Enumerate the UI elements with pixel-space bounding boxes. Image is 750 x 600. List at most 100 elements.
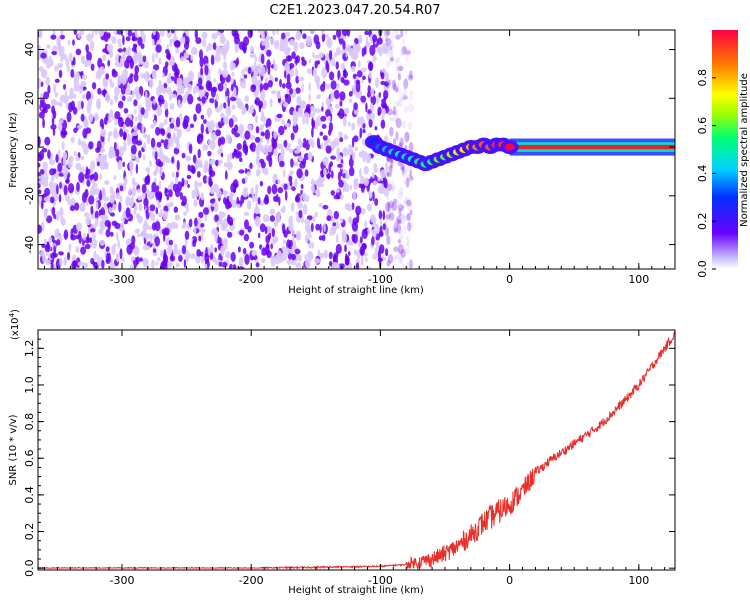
noise-speckle xyxy=(223,115,229,125)
noise-speckle xyxy=(136,122,143,130)
noise-speckle xyxy=(409,209,413,216)
noise-speckle xyxy=(368,118,373,128)
noise-speckle xyxy=(175,249,182,256)
noise-speckle xyxy=(296,95,302,106)
noise-speckle xyxy=(85,127,92,134)
noise-speckle xyxy=(258,104,262,113)
noise-speckle xyxy=(348,217,352,224)
noise-speckle xyxy=(146,245,151,250)
noise-speckle xyxy=(111,245,116,255)
noise-speckle xyxy=(120,57,123,66)
noise-speckle xyxy=(38,175,44,180)
noise-speckle xyxy=(163,249,167,261)
noise-speckle xyxy=(281,251,287,262)
noise-speckle xyxy=(187,93,194,105)
noise-speckle xyxy=(260,131,265,137)
noise-speckle xyxy=(202,38,207,48)
noise-speckle xyxy=(302,33,307,40)
noise-speckle xyxy=(323,138,329,149)
noise-speckle xyxy=(75,71,80,81)
noise-speckle xyxy=(138,150,142,159)
noise-speckle xyxy=(74,202,80,211)
noise-speckle xyxy=(71,60,74,66)
noise-speckle xyxy=(375,77,379,89)
noise-speckle xyxy=(267,80,273,88)
noise-speckle xyxy=(106,252,110,264)
noise-speckle xyxy=(166,193,170,201)
noise-speckle xyxy=(250,143,254,151)
noise-speckle xyxy=(237,151,242,159)
noise-speckle xyxy=(40,249,45,257)
noise-speckle xyxy=(353,102,358,111)
noise-speckle xyxy=(321,67,328,79)
noise-speckle xyxy=(378,231,384,237)
noise-speckle xyxy=(260,31,265,40)
noise-speckle xyxy=(228,118,234,128)
noise-speckle xyxy=(186,205,189,214)
noise-speckle xyxy=(208,138,211,146)
noise-speckle xyxy=(69,197,76,208)
noise-speckle xyxy=(136,233,142,238)
noise-speckle xyxy=(184,250,191,261)
noise-speckle xyxy=(230,77,234,84)
spectrogram-trace xyxy=(364,135,675,172)
noise-speckle xyxy=(407,201,413,211)
noise-speckle xyxy=(407,173,412,183)
noise-speckle xyxy=(393,222,399,232)
noise-speckle xyxy=(51,117,55,125)
noise-speckle xyxy=(244,95,249,102)
noise-speckle xyxy=(295,87,301,94)
noise-speckle xyxy=(142,154,146,161)
noise-speckle xyxy=(159,167,163,177)
noise-speckle xyxy=(72,39,75,46)
noise-speckle xyxy=(193,199,198,207)
noise-speckle xyxy=(110,212,115,217)
noise-speckle xyxy=(397,73,401,81)
noise-speckle xyxy=(367,85,371,94)
noise-speckle xyxy=(44,187,51,197)
noise-speckle xyxy=(372,253,378,260)
noise-speckle xyxy=(369,44,376,56)
noise-speckle xyxy=(364,30,370,36)
noise-speckle xyxy=(269,215,275,222)
noise-speckle xyxy=(86,33,93,42)
noise-speckle xyxy=(361,47,365,57)
noise-speckle xyxy=(333,194,340,200)
noise-speckle xyxy=(320,142,324,150)
noise-speckle xyxy=(371,87,374,98)
noise-speckle xyxy=(308,234,312,239)
noise-speckle xyxy=(389,45,393,51)
noise-speckle xyxy=(175,171,179,178)
noise-speckle xyxy=(236,57,239,66)
noise-speckle xyxy=(131,90,135,98)
noise-speckle xyxy=(304,112,310,119)
noise-speckle xyxy=(154,165,159,174)
noise-speckle xyxy=(231,71,235,77)
noise-speckle xyxy=(117,48,124,53)
noise-speckle xyxy=(62,95,69,104)
noise-speckle xyxy=(206,46,209,53)
noise-speckle xyxy=(105,246,110,252)
noise-speckle xyxy=(340,194,344,200)
noise-speckle xyxy=(134,65,139,75)
noise-speckle xyxy=(58,62,64,68)
noise-speckle xyxy=(337,155,343,161)
noise-speckle xyxy=(200,114,205,120)
noise-speckle xyxy=(276,193,279,203)
noise-speckle xyxy=(202,175,208,184)
noise-speckle xyxy=(256,169,260,177)
noise-speckle xyxy=(124,176,128,186)
noise-speckle xyxy=(191,46,197,55)
noise-speckle xyxy=(232,179,239,189)
noise-speckle xyxy=(227,96,230,108)
noise-speckle xyxy=(176,77,183,85)
x-tick-label: -200 xyxy=(239,273,264,286)
noise-speckle xyxy=(246,171,251,177)
noise-speckle xyxy=(94,210,99,220)
noise-speckle xyxy=(387,212,392,218)
noise-speckle xyxy=(347,148,354,156)
noise-speckle xyxy=(153,98,156,105)
noise-speckle xyxy=(355,205,362,216)
noise-speckle xyxy=(392,111,397,116)
noise-speckle xyxy=(328,50,333,61)
